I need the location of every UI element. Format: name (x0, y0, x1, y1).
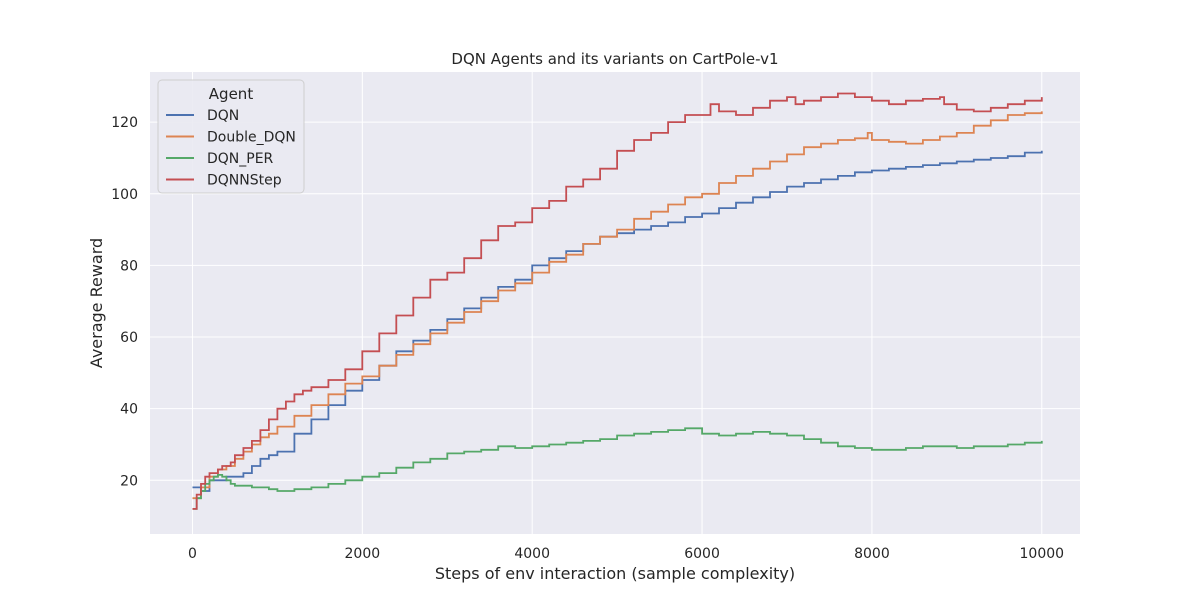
ticks: 0 2000 4000 6000 8000 10000 20 40 60 80 100 120 (111, 115, 1064, 562)
legend-box (157, 79, 305, 194)
legend-title: Agent (209, 85, 254, 103)
y-tick-label: 80 (120, 258, 138, 274)
y-tick-label: 100 (111, 187, 138, 203)
series-line-dqn-per (192, 427, 1043, 510)
x-axis-label: Steps of env interaction (sample complex… (435, 564, 795, 583)
legend: Agent DQN Double_DQN DQN_PER DQNNStep (157, 79, 305, 194)
legend-label: DQNNStep (207, 173, 282, 189)
series-line-dqnnstep (192, 92, 1043, 510)
grid (150, 72, 1080, 534)
x-tick-label: 4000 (514, 546, 550, 562)
x-tick-label: 8000 (854, 546, 890, 562)
legend-label: DQN (207, 108, 239, 124)
y-tick-label: 60 (120, 330, 138, 346)
x-tick-label: 6000 (684, 546, 720, 562)
plot-area (150, 72, 1080, 534)
x-tick-label: 2000 (345, 546, 381, 562)
chart-title: DQN Agents and its variants on CartPole-… (451, 50, 778, 68)
y-tick-label: 20 (120, 473, 138, 489)
x-tick-label: 10000 (1020, 546, 1065, 562)
x-tick-label: 0 (188, 546, 197, 562)
y-tick-label: 40 (120, 402, 138, 418)
legend-label: Double_DQN (207, 130, 296, 146)
y-axis-label: Average Reward (87, 238, 106, 368)
legend-label: DQN_PER (207, 151, 274, 167)
y-tick-label: 120 (111, 115, 138, 131)
series-layer (192, 92, 1043, 510)
legend-items: DQN Double_DQN DQN_PER DQNNStep (166, 108, 296, 189)
series-line-double-dqn (192, 111, 1043, 500)
